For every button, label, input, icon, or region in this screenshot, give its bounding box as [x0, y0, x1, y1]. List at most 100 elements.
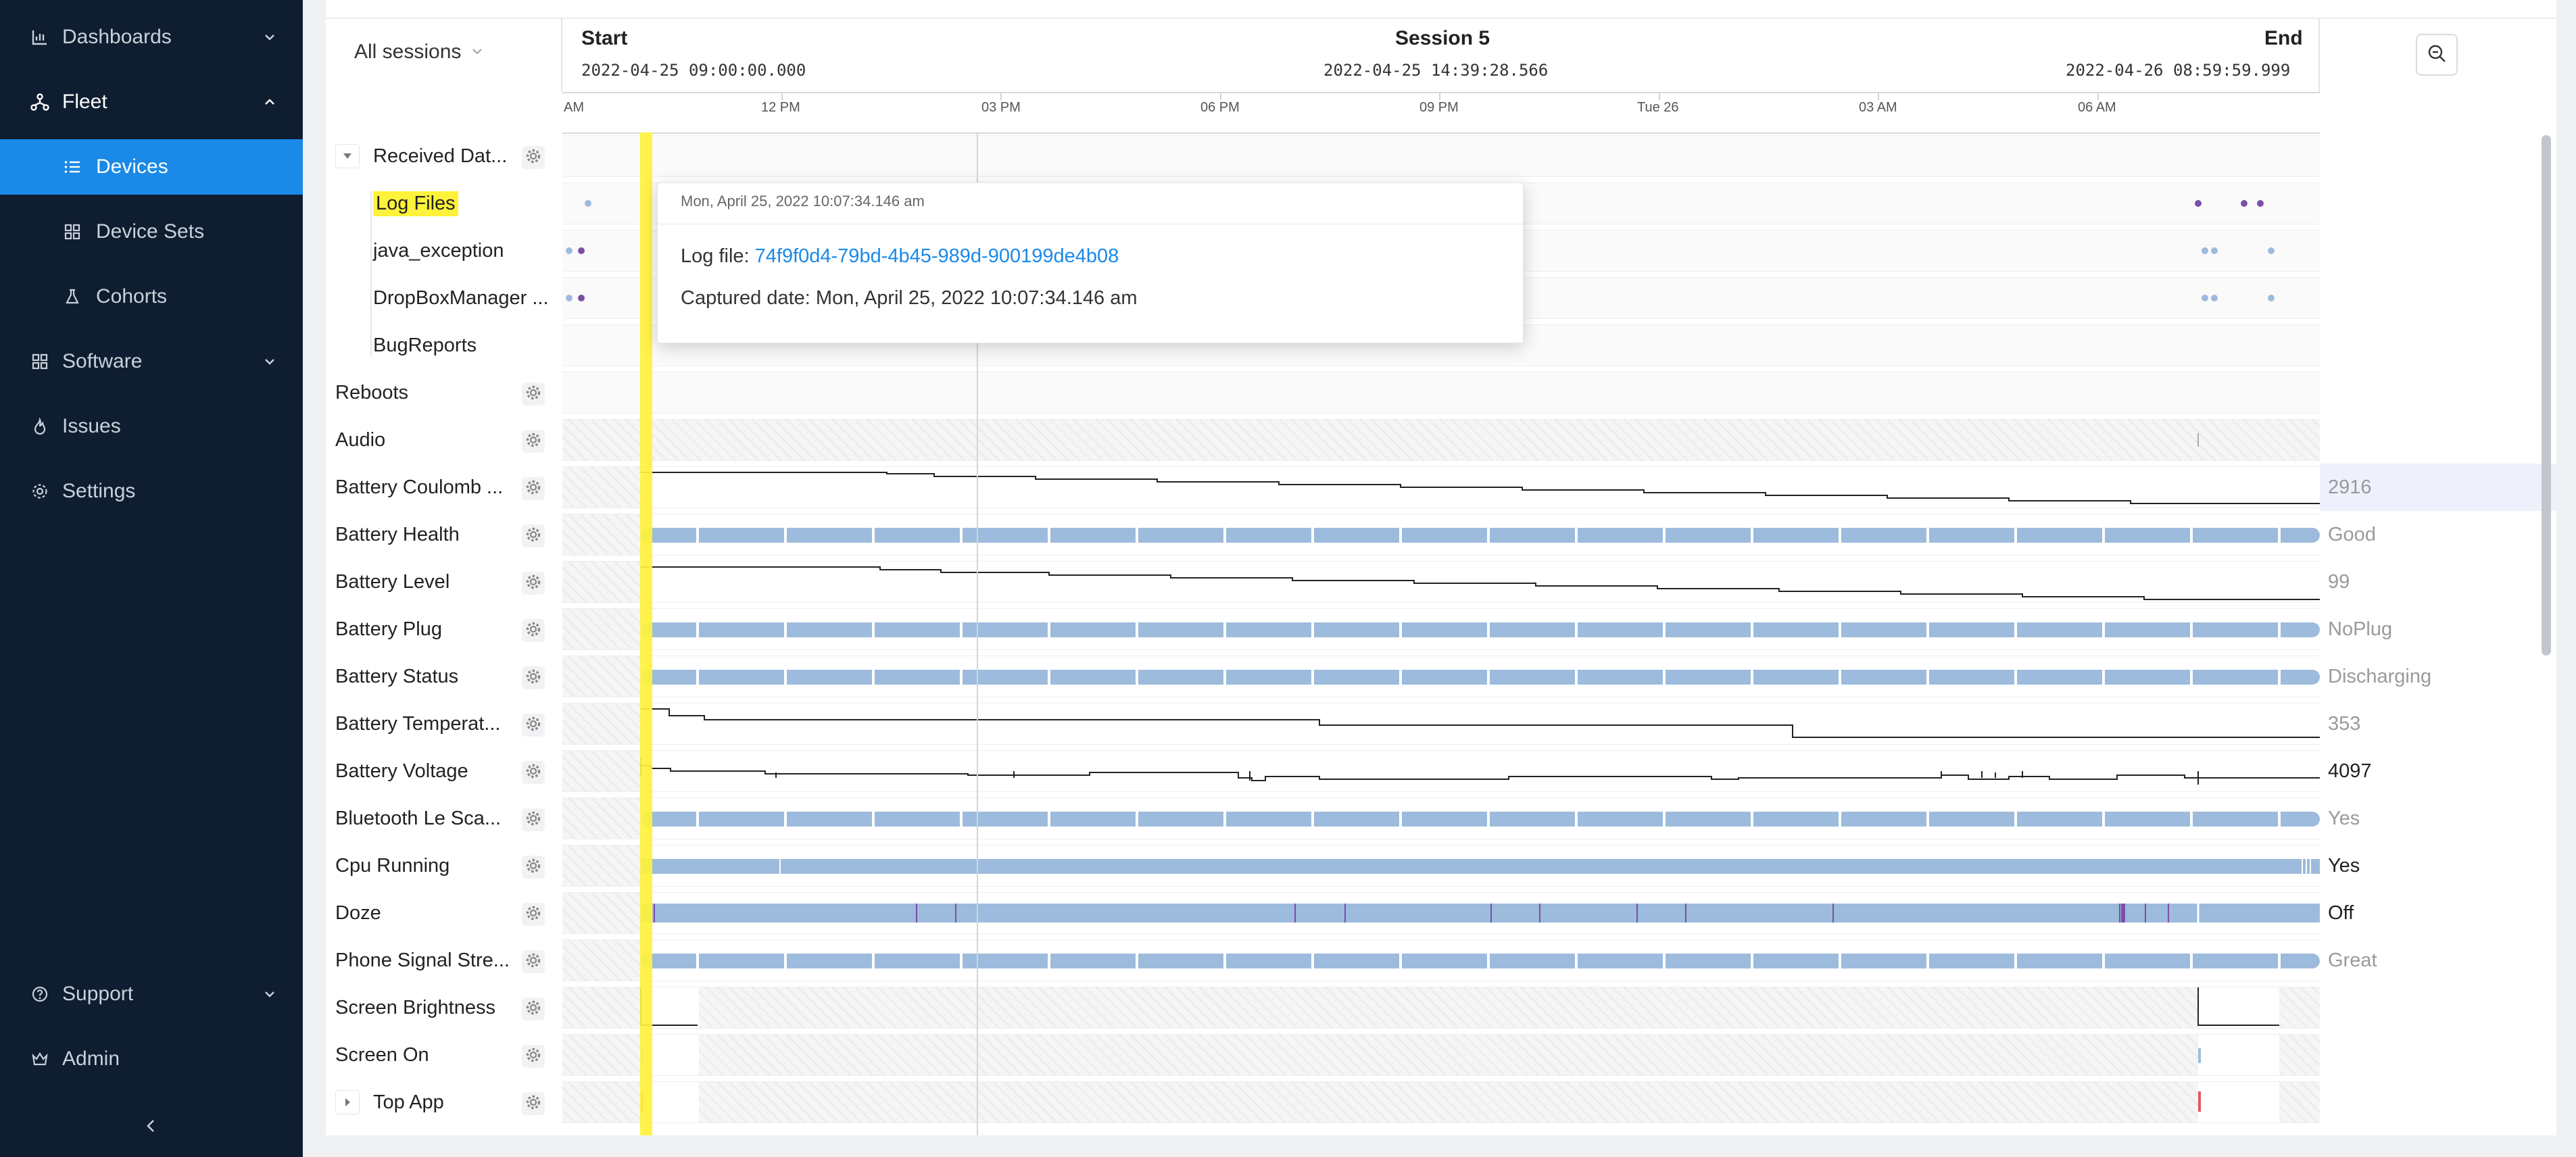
audio-marker — [2197, 433, 2199, 447]
help-circle-icon — [30, 984, 50, 1004]
row-label: Battery Temperat... — [335, 712, 501, 735]
track[interactable] — [562, 514, 2320, 556]
row-screen-on: Screen On — [326, 1031, 2556, 1079]
tick-mark — [1878, 93, 1879, 100]
row-settings-button[interactable] — [522, 430, 545, 453]
expand-top-app[interactable] — [335, 1079, 360, 1126]
battery-status-bar — [641, 656, 2320, 697]
track[interactable] — [562, 892, 2320, 934]
track[interactable] — [562, 608, 2320, 650]
axis-tick: Tue 26 — [1637, 100, 1679, 115]
session-label: Session 5 — [1395, 27, 1490, 49]
doze-bar — [641, 893, 2320, 933]
nav-devices[interactable]: Devices — [0, 139, 303, 195]
expand-received-data[interactable] — [335, 132, 360, 180]
gear-icon — [525, 1000, 541, 1019]
track[interactable] — [562, 419, 2320, 461]
track[interactable] — [562, 845, 2320, 887]
row-cpu-running: Cpu Running Yes — [326, 842, 2556, 889]
track[interactable] — [562, 135, 2320, 177]
axis-tick: 03 AM — [1859, 100, 1897, 115]
row-settings-button[interactable] — [522, 146, 545, 169]
track[interactable] — [562, 1034, 2320, 1076]
row-label: Phone Signal Stre... — [335, 949, 510, 971]
row-bluetooth: Bluetooth Le Sca... Yes — [326, 795, 2556, 842]
tooltip-log-file: Log file: 74f9f0d4-79bd-4b45-989d-900199… — [681, 245, 1119, 268]
track[interactable] — [562, 703, 2320, 745]
battery-voltage-value: 4097 — [2328, 760, 2372, 782]
nav-cohorts[interactable]: Cohorts — [0, 269, 303, 324]
gear-icon — [525, 526, 541, 546]
row-battery-health: Battery Health Good — [326, 511, 2556, 558]
nav-settings[interactable]: Settings — [0, 464, 303, 519]
log-file-link[interactable]: 74f9f0d4-79bd-4b45-989d-900199de4b08 — [754, 245, 1119, 267]
tree-guide — [370, 192, 372, 357]
row-settings-button[interactable] — [522, 572, 545, 595]
row-settings-button[interactable] — [522, 950, 545, 973]
row-settings-button[interactable] — [522, 1045, 545, 1068]
row-settings-button[interactable] — [522, 1092, 545, 1115]
nav-fleet-label: Fleet — [62, 91, 107, 113]
row-battery-status: Battery Status Discharging — [326, 653, 2556, 700]
chevron-down-icon — [261, 985, 278, 1003]
track[interactable] — [562, 561, 2320, 603]
track[interactable] — [562, 797, 2320, 839]
screen-on-bar — [641, 1035, 2279, 1075]
collapse-sidebar-button[interactable] — [0, 1098, 303, 1157]
grid-icon — [62, 222, 82, 242]
tooltip-captured-value: Mon, April 25, 2022 10:07:34.146 am — [815, 287, 1138, 309]
battery-temperature-line — [641, 704, 2320, 744]
row-settings-button[interactable] — [522, 998, 545, 1020]
doze-value: Off — [2328, 902, 2354, 924]
row-label: Received Dat... — [373, 145, 508, 167]
vertical-scrollbar[interactable] — [2542, 135, 2551, 656]
tick-mark — [1659, 93, 1660, 100]
gear-icon — [525, 432, 541, 451]
gear-icon — [525, 952, 541, 972]
chevron-down-icon — [261, 353, 278, 370]
row-label: BugReports — [373, 334, 477, 356]
timeline-panel: All sessions Start 2022-04-25 09:00:00.0… — [326, 0, 2556, 1135]
nav-device-sets[interactable]: Device Sets — [0, 204, 303, 260]
row-settings-button[interactable] — [522, 619, 545, 642]
nav-devices-label: Devices — [96, 155, 168, 178]
axis-tick: 12 PM — [761, 100, 800, 115]
row-settings-button[interactable] — [522, 856, 545, 879]
session-select[interactable]: All sessions — [354, 41, 484, 64]
nav-cohorts-label: Cohorts — [96, 285, 168, 307]
track[interactable] — [562, 987, 2320, 1029]
zoom-out-icon — [2427, 43, 2447, 67]
event-tooltip: Mon, April 25, 2022 10:07:34.146 am Log … — [657, 182, 1524, 343]
track[interactable] — [562, 372, 2320, 414]
row-settings-button[interactable] — [522, 383, 545, 405]
row-settings-button[interactable] — [522, 903, 545, 926]
track[interactable] — [562, 939, 2320, 981]
row-settings-button[interactable] — [522, 808, 545, 831]
nav-software[interactable]: Software — [0, 334, 303, 389]
nav-admin-label: Admin — [62, 1048, 120, 1070]
row-settings-button[interactable] — [522, 666, 545, 689]
gear-icon — [525, 716, 541, 735]
gear-icon — [30, 481, 50, 501]
track[interactable] — [562, 466, 2320, 508]
nav-support[interactable]: Support — [0, 966, 303, 1022]
track[interactable] — [562, 750, 2320, 792]
nav-dashboards[interactable]: Dashboards — [0, 9, 303, 65]
row-settings-button[interactable] — [522, 761, 545, 784]
row-settings-button[interactable] — [522, 714, 545, 737]
row-label: Top App — [373, 1091, 444, 1113]
nav-issues[interactable]: Issues — [0, 399, 303, 454]
zoom-out-button[interactable] — [2416, 34, 2458, 76]
track[interactable] — [562, 1081, 2320, 1123]
nav-fleet[interactable]: Fleet — [0, 74, 303, 130]
row-settings-button[interactable] — [522, 477, 545, 500]
track[interactable] — [562, 656, 2320, 697]
row-audio: Audio — [326, 416, 2556, 464]
row-settings-button[interactable] — [522, 524, 545, 547]
nav-admin[interactable]: Admin — [0, 1031, 303, 1087]
battery-coulomb-line — [641, 467, 2320, 508]
gear-icon — [525, 810, 541, 830]
screen-brightness-line — [640, 987, 2279, 1028]
axis-tick: 06 PM — [1200, 100, 1240, 115]
tick-mark — [1220, 93, 1221, 100]
